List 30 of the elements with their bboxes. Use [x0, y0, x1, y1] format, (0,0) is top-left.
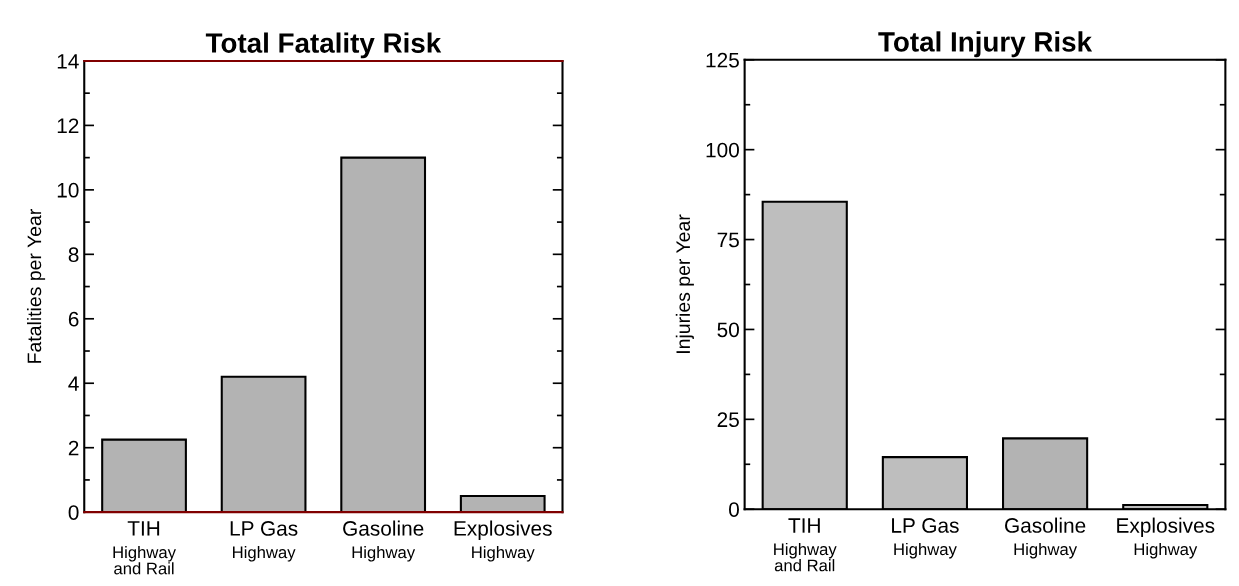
y-tick-label: 12	[57, 118, 79, 133]
category-label: TIH Highway and Rail	[113, 521, 176, 575]
y-tick-label: 25	[717, 412, 739, 428]
y-tick-label: 75	[717, 232, 739, 248]
y-axis-title: Injuries per Year	[675, 214, 694, 353]
y-tick-label: 2	[68, 440, 79, 456]
bar	[101, 438, 187, 513]
y-tick-label: 0	[729, 502, 739, 517]
y-tick-label: 14	[57, 54, 79, 69]
category-label: TIH Highway and Rail	[774, 518, 837, 572]
bar	[340, 156, 427, 513]
bar	[459, 495, 546, 513]
y-tick-label: 0	[68, 505, 79, 520]
category-label: Gasoline Highway	[1005, 517, 1086, 559]
category-label: LP Gas Highway	[230, 521, 298, 562]
category-label: Gasoline Highway	[343, 520, 424, 562]
chart-title: Total Injury Risk	[878, 31, 1093, 58]
bar	[220, 375, 307, 513]
category-label: Explosives Highway	[454, 520, 552, 562]
y-tick-label: 8	[68, 247, 79, 263]
y-tick-label: 4	[68, 376, 79, 391]
y-tick-label: 10	[57, 182, 79, 198]
y-tick-label: 125	[706, 52, 739, 68]
chart-title: Total Fatality Risk	[205, 32, 442, 59]
category-label: Explosives Highway	[1117, 517, 1215, 559]
y-tick-label: 50	[717, 322, 739, 338]
y-tick-label: 100	[706, 142, 739, 158]
y-tick-label: 6	[68, 311, 79, 327]
y-axis-title: Fatalities per Year	[26, 209, 46, 363]
category-label: LP Gas Highway	[892, 518, 959, 559]
